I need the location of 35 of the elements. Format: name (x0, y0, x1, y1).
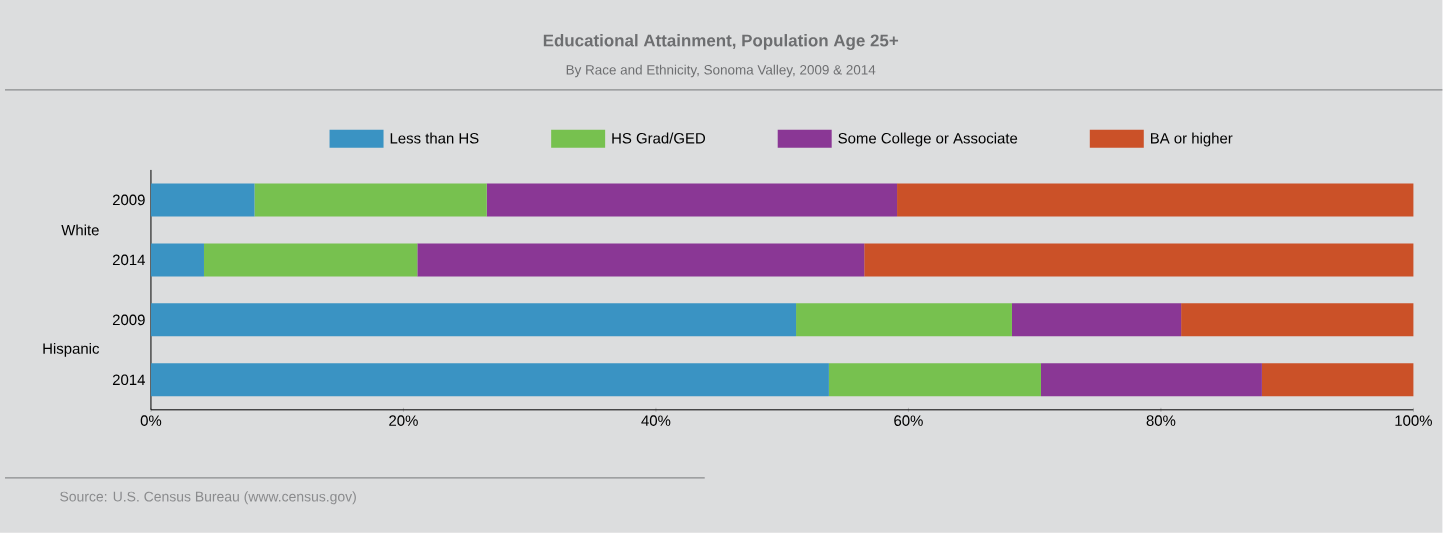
bar (1181, 303, 1414, 337)
x-tick-label: 20% (389, 415, 418, 427)
text: White (61, 224, 99, 236)
bar (150, 363, 829, 397)
legend-label: BA or higher (1150, 132, 1233, 147)
legend-label: Some College or Associate (838, 132, 1018, 147)
x-tick-label: 60% (894, 415, 923, 427)
x-tick-label: 100% (1395, 415, 1432, 427)
bar (417, 243, 865, 277)
y-tick-label: 2014 (112, 254, 145, 266)
bar (203, 243, 418, 277)
bar (486, 183, 898, 217)
y-tick-label: 2009 (112, 194, 145, 206)
x-tick-label: 40% (641, 415, 671, 427)
bar (254, 183, 487, 217)
bar (150, 243, 204, 277)
bar (1011, 303, 1182, 337)
x-tick-label: 80% (1146, 415, 1176, 427)
bar (150, 183, 255, 217)
chart-subtitle: By Race and Ethnicity, Sonoma Valley, 2009 & 2014 (566, 64, 876, 78)
y-tick-label: 2009 (112, 314, 145, 326)
chart-title: Educational Attainment, Population Age 25+ (543, 34, 899, 51)
bar (828, 363, 1041, 397)
legend-label: HS Grad/GED (612, 132, 706, 144)
bar (1261, 363, 1414, 397)
bar (150, 303, 797, 337)
bar (796, 303, 1012, 337)
legend-label: Less than HS (390, 132, 479, 144)
bar (1040, 363, 1262, 397)
x-tick-label: 0% (140, 415, 162, 427)
bar (864, 243, 1414, 277)
y-tick-label: 2014 (112, 374, 145, 386)
source-note: Source: U.S. Census Bureau (www.census.gov) (60, 491, 356, 505)
bar (897, 183, 1414, 217)
text: Hispanic (43, 343, 100, 357)
